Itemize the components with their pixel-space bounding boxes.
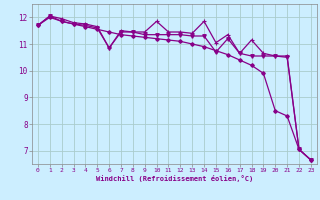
- X-axis label: Windchill (Refroidissement éolien,°C): Windchill (Refroidissement éolien,°C): [96, 175, 253, 182]
